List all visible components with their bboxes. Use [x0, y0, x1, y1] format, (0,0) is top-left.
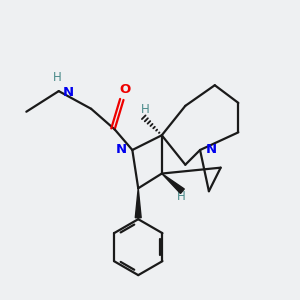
Text: H: H	[176, 190, 185, 203]
Polygon shape	[135, 188, 141, 218]
Text: H: H	[141, 103, 150, 116]
Text: N: N	[206, 143, 217, 157]
Polygon shape	[162, 174, 184, 194]
Text: H: H	[53, 71, 62, 84]
Text: N: N	[62, 86, 74, 99]
Text: O: O	[119, 83, 130, 96]
Text: N: N	[115, 143, 126, 157]
